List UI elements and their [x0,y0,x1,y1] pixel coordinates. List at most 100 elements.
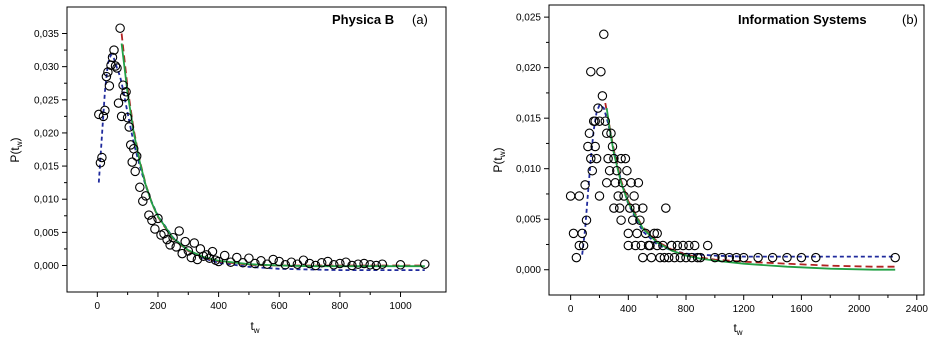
data-point [753,252,763,263]
y-tick-label: 0,010 [516,164,541,175]
y-tick-label: 0,020 [516,63,541,74]
data-point [147,215,157,226]
data-point [630,240,641,251]
green-solid-fit [605,107,896,271]
x-axis-label-main: t [733,321,737,335]
data-point [262,259,272,269]
panel-tag: (b) [902,12,918,27]
data-point [675,252,686,263]
data-point [192,254,203,265]
data-point [118,80,128,90]
data-point [782,252,792,263]
y-tick-label: 0,025 [34,95,59,106]
data-point [717,252,727,263]
data-point [652,240,662,251]
y-axis-label-close: ) [491,147,505,151]
data-point [796,252,807,263]
data-point [225,257,236,267]
data-point [104,81,115,91]
y-axis-label-main: P(t [8,147,22,163]
data-point [710,252,720,263]
x-tick-label: 1600 [790,304,813,315]
data-point [587,165,598,176]
data-point [250,258,260,269]
data-point [183,246,194,256]
data-point [371,260,382,271]
y-axis-label: P(tw) [8,137,24,162]
data-point [635,215,645,225]
data-point [213,256,224,267]
data-point [580,180,590,190]
data-point [738,252,749,263]
data-point [692,252,703,263]
data-point [724,252,735,263]
y-tick-label: 0,035 [34,29,59,40]
y-tick-label: 0,025 [516,13,541,24]
y-axis-label: P(tw) [491,147,507,172]
data-point [578,240,589,251]
data-point [890,252,900,263]
panel-physica-b: 0 200 400 600 800 1000 0,0000,0050,0100,0150,… [8,6,447,335]
data-point [238,258,248,268]
blue-dashed-fit [97,52,425,271]
data-point [681,252,691,263]
data-point [600,116,611,126]
data-point [97,152,107,163]
data-point [678,240,688,251]
fit-curves [97,33,425,271]
panel-information-systems: 0 400 800 1200 1600 2000 2400 0,0000,0050,0100… [491,4,928,337]
x-axis-label: tw [733,321,742,337]
data-point [684,240,694,251]
data-point [586,66,596,77]
data-point [571,252,582,263]
data-point [629,191,639,201]
y-tick-label: 0,020 [34,128,59,139]
data-point [603,153,613,164]
data-point [138,196,148,206]
x-tick-label: 2400 [906,304,928,315]
data-point [119,91,130,102]
data-point [201,250,212,260]
data-point [590,141,600,152]
data-point [596,66,606,77]
data-point [623,240,634,251]
data-points [94,23,430,271]
y-axis-label-sub: w [15,141,24,148]
data-point [666,240,677,251]
data-point [613,191,623,201]
data-point [159,228,169,239]
data-point [341,257,351,267]
data-point [189,238,200,248]
data-point [124,122,134,132]
panel-title: Information Systems [738,12,867,27]
data-point [377,259,388,269]
y-tick-label: 0,000 [516,265,541,276]
data-point [616,215,626,225]
data-point [144,210,154,220]
data-point [652,228,662,239]
data-point [620,153,631,164]
data-point [590,116,600,126]
y-tick-label: 0,030 [34,62,59,73]
y-axis-label-close: ) [8,137,22,141]
data-point [695,252,706,263]
y-axis-label-sub: w [498,151,507,158]
x-tick-label: 400 [620,304,637,315]
data-point [638,252,648,263]
data-point [186,252,197,263]
x-tick-label: 1200 [733,304,756,315]
data-point [130,166,140,177]
panel-title: Physica B [332,12,394,27]
x-axis-label: tw [250,319,259,335]
data-point [174,226,184,236]
data-point [663,252,674,263]
data-point [625,203,635,213]
data-point [162,234,172,245]
data-point [645,240,655,251]
data-point [347,260,357,271]
data-point [627,215,638,225]
data-point [365,260,375,270]
blue-dashed-fit [581,103,896,258]
data-point [268,254,278,265]
y-tick-label: 0,000 [34,261,59,272]
